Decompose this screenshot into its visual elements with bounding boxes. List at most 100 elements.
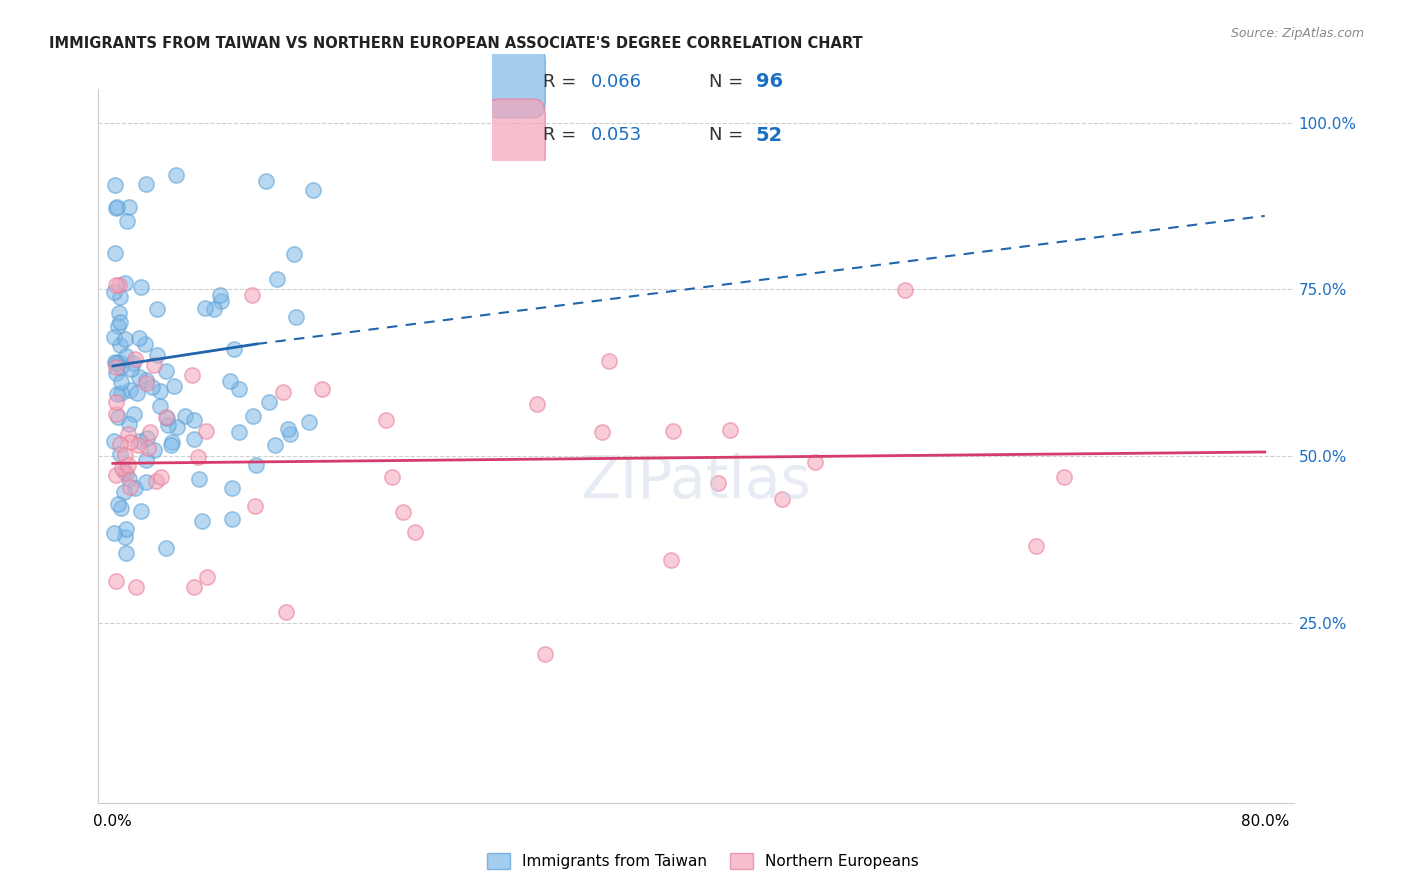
Point — [118, 472, 141, 486]
Point — [194, 301, 217, 315]
Point — [707, 475, 730, 490]
Point — [155, 409, 177, 424]
Point — [105, 366, 128, 380]
Point — [145, 474, 167, 488]
Point — [118, 417, 141, 431]
Point — [240, 288, 263, 302]
Text: 96: 96 — [756, 72, 783, 91]
Point — [188, 472, 211, 486]
Point — [157, 417, 180, 432]
Point — [163, 378, 186, 392]
Point — [111, 461, 134, 475]
Point — [124, 351, 146, 366]
Point — [122, 355, 145, 369]
Text: N =: N = — [709, 73, 748, 91]
Point — [155, 541, 177, 555]
Point — [120, 361, 142, 376]
FancyBboxPatch shape — [486, 45, 546, 118]
Point — [127, 386, 149, 401]
Point — [283, 246, 305, 260]
Point — [129, 504, 152, 518]
Point — [115, 214, 138, 228]
Point — [104, 394, 127, 409]
Point — [135, 431, 157, 445]
Point — [103, 526, 125, 541]
Point — [114, 332, 136, 346]
Point — [374, 413, 396, 427]
Point — [114, 448, 136, 462]
Point — [108, 338, 131, 352]
Point — [135, 373, 157, 387]
Text: 0.066: 0.066 — [591, 73, 641, 91]
Legend: Immigrants from Taiwan, Northern Europeans: Immigrants from Taiwan, Northern Europea… — [481, 847, 925, 875]
Point — [183, 432, 205, 446]
Point — [174, 409, 197, 423]
Point — [263, 438, 285, 452]
Point — [271, 384, 294, 399]
Text: IMMIGRANTS FROM TAIWAN VS NORTHERN EUROPEAN ASSOCIATE'S DEGREE CORRELATION CHART: IMMIGRANTS FROM TAIWAN VS NORTHERN EUROP… — [49, 36, 863, 51]
Point — [165, 168, 187, 182]
Point — [105, 387, 128, 401]
Point — [129, 280, 152, 294]
Point — [128, 434, 150, 449]
Point — [208, 288, 231, 302]
FancyBboxPatch shape — [486, 99, 546, 171]
Point — [526, 397, 548, 411]
Point — [107, 409, 129, 424]
Point — [108, 436, 131, 450]
Point — [180, 368, 202, 383]
Point — [105, 407, 128, 421]
Point — [266, 272, 288, 286]
Point — [135, 475, 157, 489]
Point — [128, 369, 150, 384]
Point — [117, 426, 139, 441]
Point — [104, 574, 127, 589]
Point — [105, 200, 128, 214]
Point — [134, 336, 156, 351]
Point — [112, 484, 135, 499]
Point — [110, 385, 132, 400]
Point — [221, 481, 243, 495]
Point — [228, 382, 250, 396]
Point — [103, 434, 125, 448]
Point — [245, 458, 267, 473]
Point — [125, 580, 148, 594]
Point — [118, 383, 141, 397]
Point — [115, 349, 138, 363]
Point — [591, 425, 613, 439]
Point — [108, 447, 131, 461]
Point — [114, 467, 136, 481]
Point — [243, 499, 266, 513]
Point — [135, 376, 157, 391]
Point — [166, 420, 188, 434]
Point — [209, 293, 232, 308]
Point — [191, 514, 214, 528]
Point — [662, 424, 685, 438]
Point — [104, 360, 127, 375]
Text: Source: ZipAtlas.com: Source: ZipAtlas.com — [1230, 27, 1364, 40]
Point — [141, 380, 163, 394]
Point — [108, 315, 131, 329]
Point — [103, 330, 125, 344]
Point — [276, 422, 298, 436]
Point — [112, 464, 135, 478]
Point — [104, 277, 127, 292]
Text: N =: N = — [709, 127, 748, 145]
Point — [135, 177, 157, 191]
Point — [274, 606, 297, 620]
Point — [149, 384, 172, 399]
Point — [183, 413, 205, 427]
Point — [146, 348, 169, 362]
Point — [534, 647, 557, 661]
Point — [104, 201, 127, 215]
Point — [804, 455, 827, 469]
Point — [110, 375, 132, 389]
Point — [127, 438, 149, 452]
Point — [242, 409, 264, 423]
Point — [254, 173, 277, 187]
Point — [718, 423, 741, 437]
Point — [114, 530, 136, 544]
Point — [105, 468, 128, 483]
Point — [404, 524, 426, 539]
Point — [103, 285, 125, 300]
